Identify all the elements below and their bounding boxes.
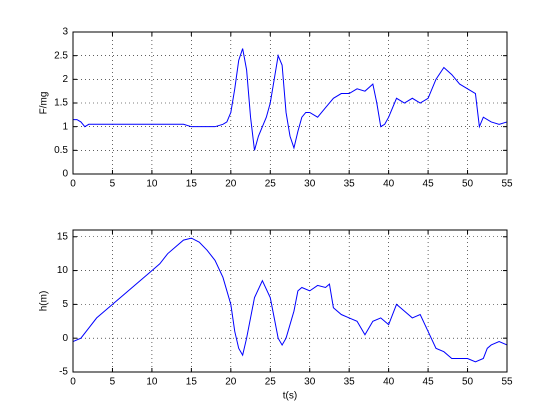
y-axis-label: h(m) [39,291,50,312]
y-tick-label: 3 [62,27,68,38]
x-tick-label: 55 [501,377,513,388]
axes-box [72,229,508,373]
x-tick-label: 25 [265,377,277,388]
data-line [72,237,508,363]
axes-box [72,31,508,175]
x-tick-label: 25 [265,179,277,190]
x-tick-label: 45 [423,377,435,388]
x-tick-label: 5 [110,377,116,388]
data-line [73,48,508,151]
x-tick-label: 50 [462,377,474,388]
x-tick-label: 10 [146,377,158,388]
x-tick-label: 30 [304,377,316,388]
x-tick-label: 50 [462,179,474,190]
y-tick-label: 2 [62,74,68,85]
axes-background [73,230,507,372]
x-tick-label: 15 [186,179,198,190]
x-axis-label: t(s) [283,391,297,402]
y-tick-label: 5 [62,299,68,310]
x-tick-label: 35 [344,377,356,388]
x-tick-label: 10 [146,179,158,190]
x-tick-label: 15 [186,377,198,388]
y-tick-label: 0 [62,333,68,344]
x-tick-label: 35 [344,179,356,190]
y-tick-label: 1.5 [54,98,68,109]
y-tick-label: -5 [59,367,68,378]
x-tick-label: 5 [110,179,116,190]
y-tick-label: 0.5 [54,145,68,156]
y-tick-label: 0 [62,169,68,180]
x-tick-label: 40 [383,377,395,388]
y-tick-label: 10 [57,265,69,276]
x-tick-label: 30 [304,179,316,190]
x-tick-label: 20 [225,377,237,388]
y-tick-label: 1 [62,121,68,132]
x-tick-label: 0 [70,377,76,388]
y-tick-label: 15 [57,231,69,242]
x-tick-label: 55 [501,179,513,190]
x-tick-label: 20 [225,179,237,190]
x-tick-label: 40 [383,179,395,190]
y-tick-label: 2.5 [54,50,68,61]
x-tick-label: 0 [70,179,76,190]
x-tick-label: 45 [423,179,435,190]
y-axis-label: F/mg [39,92,50,115]
